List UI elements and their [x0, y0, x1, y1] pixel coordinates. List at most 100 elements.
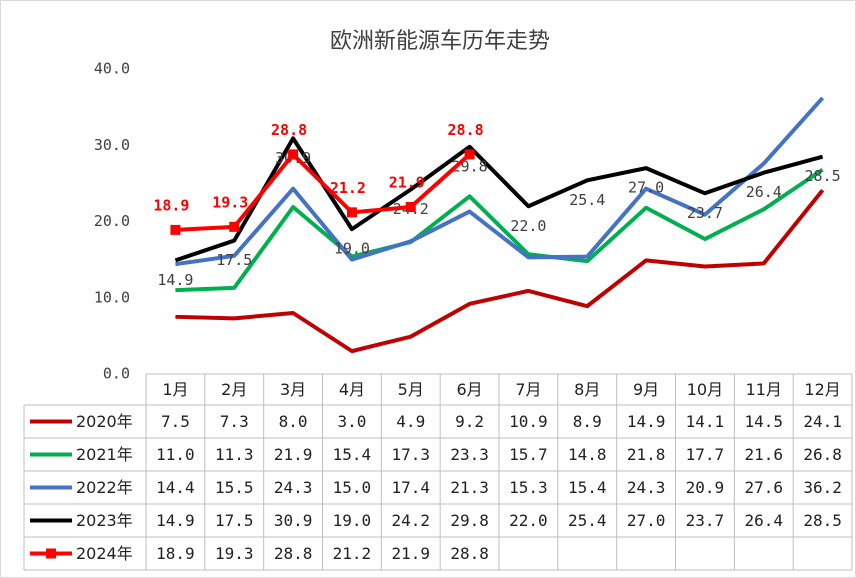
table-cell: 22.0 — [509, 511, 548, 530]
marker — [405, 202, 416, 213]
table-cell: 36.2 — [803, 478, 842, 497]
table-cell: 21.2 — [333, 544, 372, 563]
y-tick-label: 10.0 — [94, 288, 130, 306]
y-tick-label: 30.0 — [94, 136, 130, 154]
data-label: 22.0 — [510, 217, 546, 235]
table-cell: 19.3 — [215, 544, 254, 563]
marker — [288, 149, 299, 160]
table-cell: 17.5 — [215, 511, 254, 530]
table-cell: 14.5 — [744, 412, 783, 431]
series-line — [175, 167, 824, 293]
table-cell: 14.8 — [568, 445, 607, 464]
table-cell: 11.0 — [156, 445, 195, 464]
series-line — [175, 188, 825, 354]
x-tick-label: 2月 — [221, 380, 247, 399]
table-cell: 28.8 — [274, 544, 313, 563]
table-cell: 3.0 — [337, 412, 366, 431]
table-cell: 27.0 — [627, 511, 666, 530]
series-line — [174, 136, 824, 263]
table-cell: 11.3 — [215, 445, 254, 464]
table-cell: 15.4 — [333, 445, 372, 464]
y-tick-label: 40.0 — [94, 60, 130, 78]
table-cell: 14.4 — [156, 478, 195, 497]
legend-label: 2023年 — [76, 511, 133, 530]
table-cell: 4.9 — [396, 412, 425, 431]
legend-label: 2024年 — [76, 544, 133, 563]
series-line — [175, 152, 471, 232]
x-tick-label: 8月 — [574, 380, 600, 399]
table-cell: 24.3 — [274, 478, 313, 497]
table-cell: 14.9 — [156, 511, 195, 530]
data-label: 19.3 — [212, 193, 248, 211]
table-cell: 15.0 — [333, 478, 372, 497]
data-label: 27.0 — [628, 179, 664, 197]
table-cell: 18.9 — [156, 544, 195, 563]
x-tick-label: 6月 — [456, 380, 482, 399]
x-tick-label: 5月 — [398, 380, 424, 399]
x-tick-label: 10月 — [687, 380, 723, 399]
table-cell: 29.8 — [450, 511, 489, 530]
table-cell: 7.5 — [161, 412, 190, 431]
data-label: 28.8 — [271, 121, 307, 139]
table-cell: 25.4 — [568, 511, 607, 530]
series-line — [175, 96, 825, 267]
table-cell: 15.5 — [215, 478, 254, 497]
marker — [229, 221, 240, 232]
table-cell: 26.8 — [803, 445, 842, 464]
table-cell: 21.9 — [274, 445, 313, 464]
table-cell: 21.3 — [450, 478, 489, 497]
table-cell: 24.3 — [627, 478, 666, 497]
table-cell: 30.9 — [274, 511, 313, 530]
table-cell: 27.6 — [744, 478, 783, 497]
data-label: 26.4 — [746, 183, 782, 201]
legend-label: 2022年 — [76, 478, 133, 497]
table-cell: 17.4 — [391, 478, 430, 497]
table-cell: 15.4 — [568, 478, 607, 497]
table-cell: 24.2 — [391, 511, 430, 530]
table-cell: 19.0 — [333, 511, 372, 530]
x-tick-label: 3月 — [280, 380, 306, 399]
table-cell: 20.9 — [686, 478, 725, 497]
legend-label: 2020年 — [76, 412, 133, 431]
table-cell: 23.3 — [450, 445, 489, 464]
y-tick-label: 0.0 — [103, 365, 130, 383]
x-tick-label: 11月 — [746, 380, 782, 399]
data-label: 21.2 — [330, 179, 366, 197]
table-cell: 15.3 — [509, 478, 548, 497]
x-tick-label: 9月 — [633, 380, 659, 399]
chart-title: 欧洲新能源车历年走势 — [330, 29, 550, 54]
table-cell: 8.0 — [279, 412, 308, 431]
data-label: 23.7 — [687, 204, 723, 222]
table-cell: 14.9 — [627, 412, 666, 431]
data-label: 18.9 — [153, 196, 189, 214]
table-cell: 28.8 — [450, 544, 489, 563]
x-tick-label: 7月 — [515, 380, 541, 399]
x-tick-label: 1月 — [162, 380, 188, 399]
data-label: 19.0 — [334, 240, 370, 258]
legend-label: 2021年 — [76, 445, 133, 464]
table-cell: 7.3 — [220, 412, 249, 431]
table-cell: 17.3 — [391, 445, 430, 464]
marker — [170, 224, 181, 235]
legend-marker — [46, 548, 56, 559]
data-label: 28.5 — [805, 167, 841, 185]
data-label: 14.9 — [157, 271, 193, 289]
table-cell: 10.9 — [509, 412, 548, 431]
table-cell: 15.7 — [509, 445, 548, 464]
table-cell: 23.7 — [686, 511, 725, 530]
table-cell: 21.6 — [744, 445, 783, 464]
data-label: 28.8 — [448, 121, 484, 139]
marker — [346, 207, 357, 218]
x-tick-label: 4月 — [339, 380, 365, 399]
table-cell: 21.9 — [391, 544, 430, 563]
table-cell: 8.9 — [573, 412, 602, 431]
x-tick-label: 12月 — [804, 380, 840, 399]
data-label: 21.9 — [389, 174, 425, 192]
data-label: 17.5 — [216, 251, 252, 269]
table-cell: 14.1 — [686, 412, 725, 431]
table-cell: 28.5 — [803, 511, 842, 530]
table-cell: 26.4 — [744, 511, 783, 530]
data-label: 25.4 — [569, 191, 605, 209]
